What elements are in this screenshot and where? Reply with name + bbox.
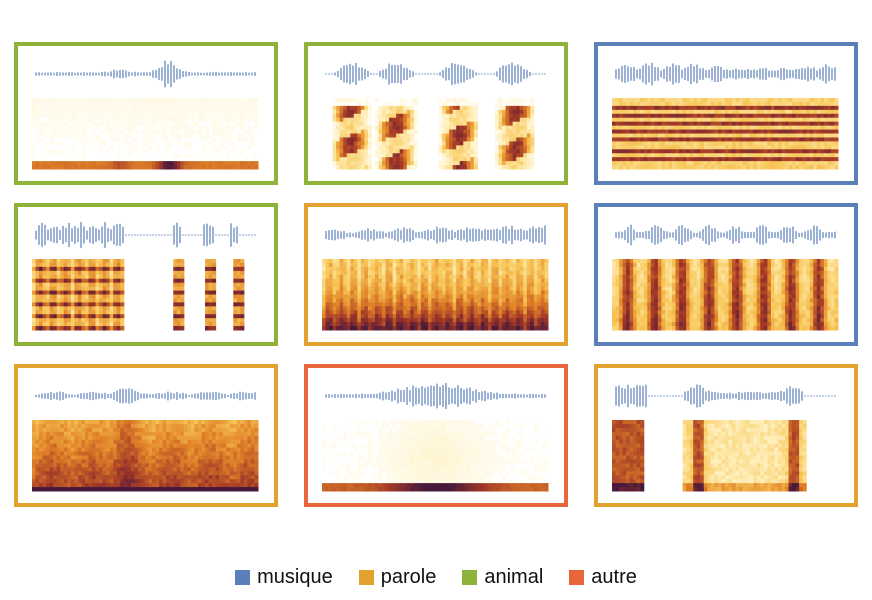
legend-label-animal: animal bbox=[484, 565, 544, 588]
waveform-spectrogram bbox=[612, 224, 839, 331]
legend-item-animal: animal bbox=[462, 566, 543, 589]
waveform bbox=[325, 62, 546, 86]
panel-autre-8 bbox=[304, 364, 568, 507]
waveform bbox=[615, 62, 836, 86]
waveform bbox=[325, 383, 546, 409]
spectrogram bbox=[32, 420, 259, 492]
spectrogram bbox=[332, 98, 535, 170]
waveform-spectrogram bbox=[32, 221, 256, 331]
waveform bbox=[35, 388, 256, 404]
spectrogram bbox=[322, 259, 549, 331]
waveform-spectrogram bbox=[612, 62, 839, 170]
legend-label-autre: autre bbox=[591, 565, 637, 588]
legend-swatch-parole bbox=[358, 569, 374, 585]
waveform-spectrogram bbox=[612, 384, 836, 492]
waveform-spectrogram bbox=[322, 225, 549, 331]
panel-animal-1 bbox=[14, 42, 278, 185]
waveform bbox=[35, 221, 256, 249]
legend-label-musique: musique bbox=[257, 565, 333, 588]
waveform bbox=[325, 225, 546, 245]
waveform bbox=[615, 384, 836, 408]
panel-animal-4 bbox=[14, 203, 278, 346]
spectrogram bbox=[612, 420, 807, 492]
panel-parole-7 bbox=[14, 364, 278, 507]
legend-item-musique: musique bbox=[235, 566, 333, 589]
legend-swatch-autre bbox=[569, 569, 585, 585]
waveform-spectrogram bbox=[325, 62, 546, 170]
spectrogram bbox=[32, 259, 245, 331]
spectrogram bbox=[612, 259, 839, 331]
waveform-spectrogram bbox=[322, 383, 549, 492]
waveform bbox=[615, 224, 836, 246]
panel-animal-2 bbox=[304, 42, 568, 185]
waveform-spectrogram bbox=[32, 60, 259, 170]
panel-parole-5 bbox=[304, 203, 568, 346]
legend-swatch-musique bbox=[235, 569, 251, 585]
legend-item-autre: autre bbox=[569, 566, 637, 589]
legend-swatch-animal bbox=[462, 569, 478, 585]
panel-musique-3 bbox=[594, 42, 858, 185]
spectrogram bbox=[612, 98, 839, 170]
panel-parole-9 bbox=[594, 364, 858, 507]
legend-item-parole: parole bbox=[358, 565, 437, 589]
spectrogram bbox=[322, 420, 549, 492]
waveform-spectrogram bbox=[32, 388, 259, 492]
legend-label-parole: parole bbox=[380, 565, 437, 588]
waveform bbox=[35, 60, 256, 88]
legend: musique parole animal autre bbox=[0, 562, 872, 592]
panel-musique-6 bbox=[594, 203, 858, 346]
spectrogram bbox=[32, 98, 259, 170]
